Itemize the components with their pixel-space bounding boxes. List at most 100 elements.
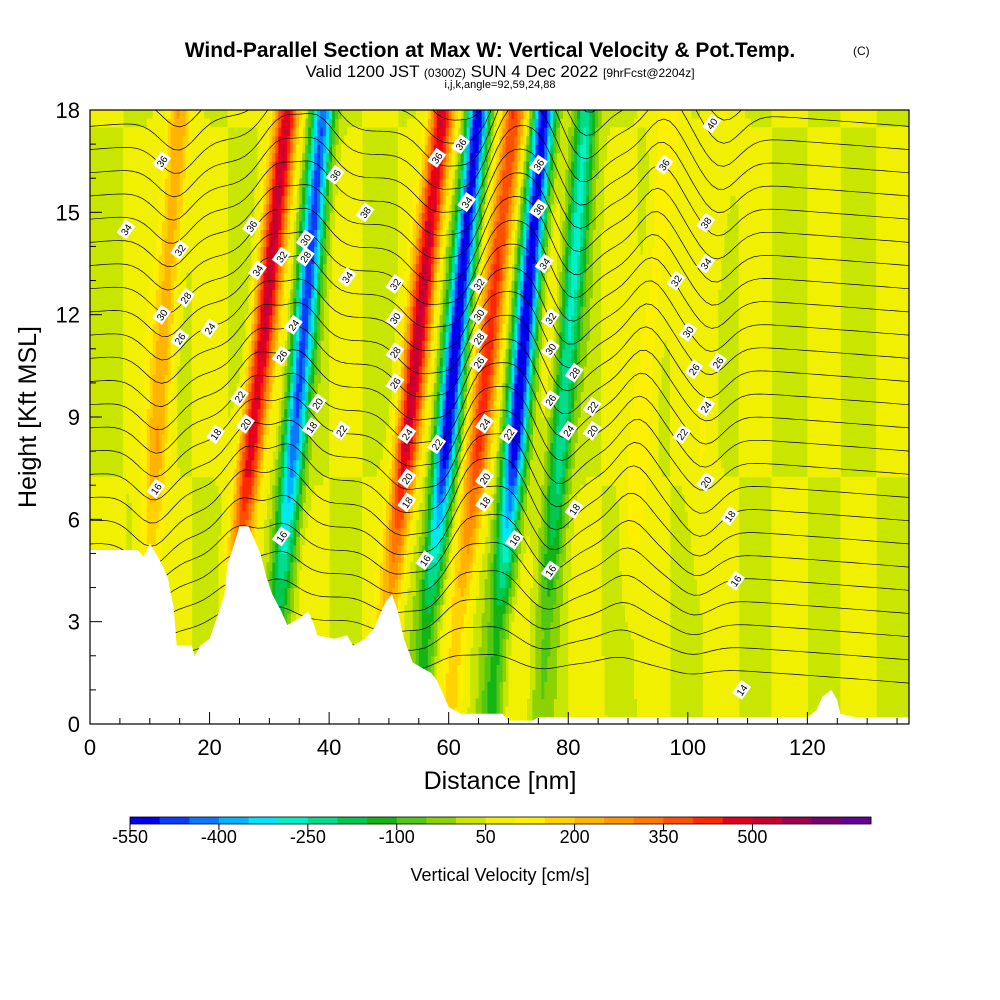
velocity-cell bbox=[535, 289, 539, 299]
velocity-cell bbox=[299, 280, 303, 290]
velocity-cell bbox=[329, 314, 363, 324]
velocity-cell bbox=[502, 331, 507, 341]
velocity-cell bbox=[520, 434, 524, 444]
velocity-cell bbox=[406, 280, 411, 290]
velocity-cell bbox=[415, 451, 420, 461]
velocity-cell bbox=[412, 263, 417, 273]
velocity-cell bbox=[385, 485, 390, 495]
velocity-cell bbox=[146, 442, 151, 452]
velocity-cell bbox=[385, 562, 390, 572]
velocity-cell bbox=[496, 664, 504, 674]
velocity-cell bbox=[248, 399, 252, 409]
velocity-cell bbox=[158, 434, 163, 444]
velocity-cell bbox=[439, 468, 447, 478]
velocity-cell bbox=[511, 502, 516, 512]
velocity-cell bbox=[478, 544, 486, 554]
velocity-cell bbox=[302, 365, 306, 375]
velocity-cell bbox=[481, 272, 486, 282]
velocity-cell bbox=[738, 374, 773, 384]
velocity-cell bbox=[523, 280, 533, 290]
velocity-cell bbox=[415, 570, 423, 580]
velocity-cell bbox=[320, 186, 324, 196]
velocity-cell bbox=[463, 536, 471, 546]
velocity-cell bbox=[230, 544, 235, 554]
velocity-cell bbox=[541, 544, 548, 554]
velocity-cell bbox=[257, 220, 261, 230]
velocity-cell bbox=[496, 468, 501, 478]
velocity-cell bbox=[876, 255, 909, 265]
velocity-cell bbox=[433, 297, 438, 307]
velocity-cell bbox=[451, 527, 456, 537]
velocity-cell bbox=[702, 638, 740, 648]
velocity-cell bbox=[391, 476, 396, 486]
velocity-cell bbox=[454, 186, 459, 196]
velocity-cell bbox=[170, 365, 175, 375]
velocity-cell bbox=[287, 468, 291, 478]
velocity-cell bbox=[278, 212, 282, 222]
velocity-cell bbox=[556, 374, 560, 384]
velocity-cell bbox=[403, 331, 408, 341]
velocity-cell bbox=[475, 382, 480, 392]
velocity-cell bbox=[574, 169, 578, 179]
velocity-cell bbox=[457, 664, 465, 674]
velocity-cell bbox=[275, 297, 279, 307]
velocity-cell bbox=[547, 442, 551, 452]
velocity-cell bbox=[490, 195, 495, 205]
velocity-cell bbox=[275, 587, 285, 597]
velocity-cell bbox=[305, 340, 309, 350]
velocity-cell bbox=[460, 493, 465, 503]
velocity-cell bbox=[457, 536, 462, 546]
velocity-cell bbox=[526, 272, 533, 282]
velocity-cell bbox=[433, 468, 438, 478]
velocity-cell bbox=[430, 178, 441, 188]
velocity-cell bbox=[242, 434, 246, 444]
velocity-cell bbox=[490, 374, 495, 384]
velocity-cell bbox=[170, 357, 175, 367]
velocity-cell bbox=[517, 297, 521, 307]
velocity-cell bbox=[433, 340, 438, 350]
velocity-cell bbox=[284, 459, 288, 469]
velocity-cell bbox=[403, 365, 408, 375]
velocity-cell bbox=[556, 468, 563, 478]
velocity-cell bbox=[475, 425, 480, 435]
velocity-cell bbox=[433, 212, 438, 222]
velocity-cell bbox=[526, 348, 530, 358]
velocity-cell bbox=[529, 203, 533, 213]
velocity-cell bbox=[493, 340, 498, 350]
velocity-cell bbox=[738, 289, 773, 299]
velocity-cell bbox=[239, 374, 244, 384]
velocity-cell bbox=[424, 220, 429, 230]
velocity-cell bbox=[433, 229, 438, 239]
velocity-cell bbox=[520, 203, 524, 213]
velocity-cell bbox=[128, 493, 142, 503]
velocity-cell bbox=[329, 186, 333, 196]
velocity-cell bbox=[173, 382, 178, 392]
velocity-cell bbox=[454, 178, 459, 188]
velocity-cell bbox=[454, 476, 459, 486]
velocity-cell bbox=[568, 664, 605, 674]
velocity-cell bbox=[499, 323, 504, 333]
velocity-cell bbox=[391, 459, 396, 469]
velocity-cell bbox=[314, 357, 318, 367]
velocity-cell bbox=[439, 553, 444, 563]
velocity-cell bbox=[702, 613, 740, 623]
velocity-cell bbox=[146, 502, 163, 512]
velocity-cell bbox=[523, 161, 527, 171]
velocity-cell bbox=[559, 417, 566, 427]
velocity-cell bbox=[771, 493, 808, 503]
velocity-cell bbox=[559, 331, 563, 341]
velocity-cell bbox=[424, 579, 429, 589]
velocity-cell bbox=[257, 289, 261, 299]
velocity-cell bbox=[469, 493, 477, 503]
velocity-cell bbox=[499, 689, 504, 699]
velocity-cell bbox=[478, 263, 483, 273]
velocity-cell bbox=[496, 186, 501, 196]
velocity-cell bbox=[505, 630, 510, 640]
velocity-cell bbox=[305, 348, 309, 358]
velocity-cell bbox=[400, 536, 405, 546]
velocity-cell bbox=[840, 570, 877, 580]
velocity-cell bbox=[442, 502, 447, 512]
velocity-cell bbox=[272, 374, 276, 384]
velocity-cell bbox=[451, 229, 456, 239]
velocity-cell bbox=[299, 391, 303, 401]
